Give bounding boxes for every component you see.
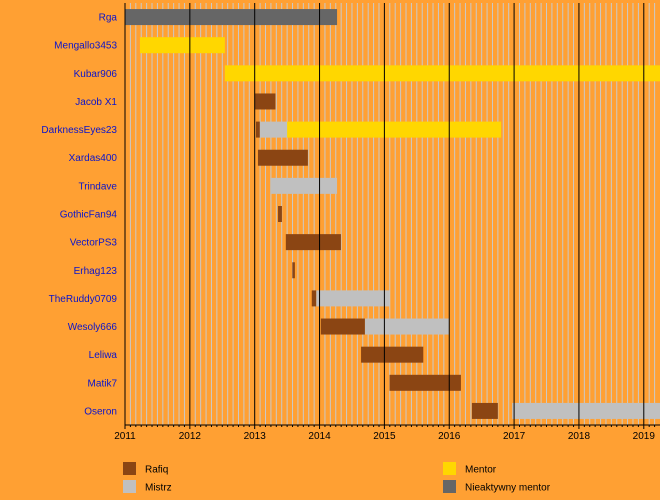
- bar-mistrz: [259, 121, 288, 138]
- legend-swatch-inactive: [443, 480, 456, 493]
- plot-area: [124, 3, 660, 425]
- legend-label-rafiq: Rafiq: [145, 465, 168, 476]
- bar-rafiq: [471, 402, 498, 419]
- bar-mentor: [139, 37, 225, 54]
- user-label: GothicFan94: [60, 210, 118, 221]
- x-axis-ticks: 2011 2012 2013 2014 2015 2016 2017 2018 2019: [114, 424, 660, 442]
- user-labels: Rga Mengallo3453 Kubar906 Jacob X1 DarknessE…: [41, 13, 117, 418]
- x-tick-label: 2018: [568, 431, 591, 442]
- legend-swatch-mistrz: [123, 480, 136, 493]
- x-tick-label: 2013: [244, 431, 267, 442]
- user-label: Jacob X1: [75, 97, 117, 108]
- bar-rafiq: [255, 121, 260, 138]
- bar-rafiq: [311, 290, 317, 307]
- legend-label-inactive: Nieaktywny mentor: [465, 483, 551, 494]
- user-label: Rga: [99, 13, 118, 24]
- user-label: Wesoly666: [68, 322, 118, 333]
- user-label: Xardas400: [69, 153, 118, 164]
- x-tick-label: 2017: [503, 431, 526, 442]
- bar-mentor: [287, 121, 502, 138]
- bar-rafiq: [278, 206, 282, 222]
- user-label: Trindave: [78, 181, 117, 192]
- x-tick-label: 2011: [114, 431, 136, 442]
- x-tick-label: 2012: [179, 431, 202, 442]
- bar-rafiq: [285, 234, 341, 251]
- bar-inactive: [125, 9, 338, 26]
- x-tick-label: 2015: [373, 431, 396, 442]
- x-tick-label: 2014: [308, 431, 331, 442]
- user-label: Kubar906: [74, 69, 118, 80]
- bar-mistrz: [512, 402, 660, 419]
- bar-mistrz: [316, 290, 390, 307]
- bar-rafiq: [257, 149, 308, 166]
- user-label: Mengallo3453: [54, 41, 117, 52]
- user-label: Erhag123: [74, 266, 118, 277]
- bar-rafiq: [361, 346, 424, 363]
- legend-swatch-rafiq: [123, 462, 136, 475]
- user-label: Leliwa: [89, 350, 118, 361]
- user-label: Oseron: [84, 406, 117, 417]
- bar-rafiq: [254, 93, 276, 110]
- user-label: Matik7: [88, 378, 118, 389]
- bar-mistrz: [270, 177, 338, 194]
- bar-mistrz: [364, 318, 450, 335]
- bar-mentor: [224, 65, 660, 82]
- legend-swatch-mentor: [443, 462, 456, 475]
- bar-rafiq: [292, 262, 295, 279]
- user-label: DarknessEyes23: [41, 125, 117, 136]
- legend-label-mentor: Mentor: [465, 465, 497, 476]
- x-tick-label: 2019: [633, 431, 656, 442]
- user-label: VectorPS3: [70, 238, 118, 249]
- legend-label-mistrz: Mistrz: [145, 483, 172, 494]
- x-tick-label: 2016: [438, 431, 461, 442]
- legend: Rafiq Mistrz Mentor Nieaktywny mentor: [123, 462, 551, 494]
- bar-rafiq: [389, 374, 461, 391]
- user-label: TheRuddy0709: [49, 294, 118, 305]
- bar-rafiq: [320, 318, 365, 335]
